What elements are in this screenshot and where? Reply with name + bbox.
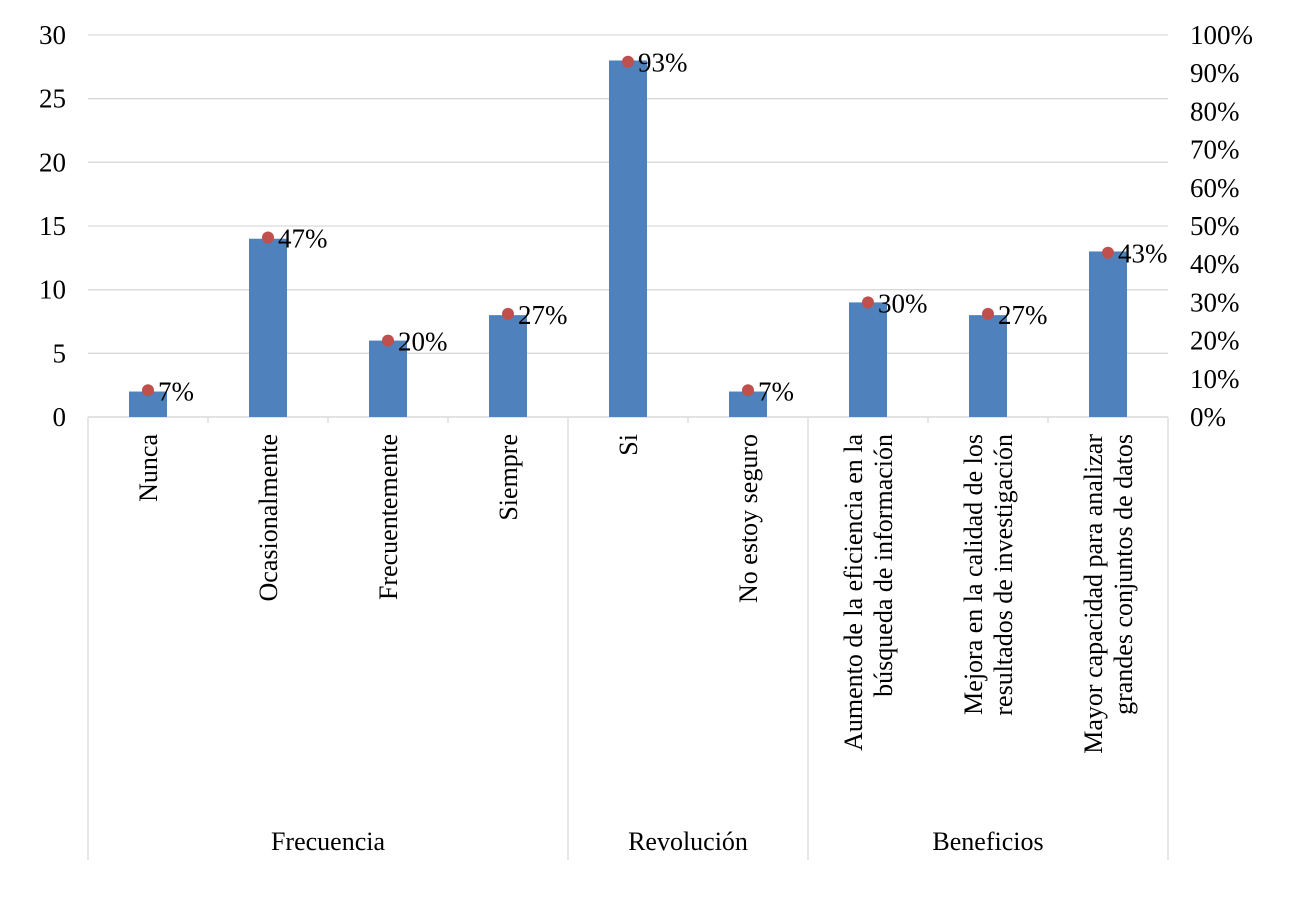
y-tick-label: 25 (39, 84, 66, 114)
y2-tick-label: 40% (1190, 249, 1240, 279)
category-label: Siempre (494, 434, 523, 521)
data-label: 27% (518, 300, 568, 330)
category-label: No estoy seguro (734, 434, 763, 603)
data-label: 27% (998, 300, 1048, 330)
bar (249, 238, 287, 417)
bar (489, 315, 527, 417)
marker-point (622, 55, 634, 68)
data-label: 20% (398, 327, 448, 357)
group-label: Beneficios (932, 827, 1043, 856)
y2-tick-label: 30% (1190, 287, 1240, 317)
y2-tick-label: 50% (1190, 211, 1240, 241)
bars (129, 60, 1127, 417)
marker-point (502, 307, 514, 320)
bar (369, 340, 407, 417)
category-dividers (87, 417, 1169, 860)
y-tick-label: 0 (53, 402, 67, 432)
category-label: Frecuentemente (374, 434, 403, 600)
data-label: 7% (158, 376, 194, 406)
data-label: 7% (758, 376, 794, 406)
marker-point (982, 307, 994, 320)
category-label: Ocasionalmente (254, 434, 283, 602)
category-label: Mayor capacidad para analizar (1079, 434, 1108, 754)
group-labels: Frecuencia Revolución Beneficios (271, 827, 1044, 856)
data-label: 30% (878, 288, 928, 318)
category-label: Aumento de la eficiencia en la (839, 434, 868, 751)
data-label: 47% (278, 223, 328, 253)
group-label: Revolución (628, 827, 748, 856)
markers (142, 55, 1114, 397)
group-label: Frecuencia (271, 827, 386, 856)
category-label: Mejora en la calidad de los (959, 434, 988, 715)
y2-tick-label: 20% (1190, 326, 1240, 356)
marker-point (1102, 246, 1114, 259)
marker-point (862, 296, 874, 309)
y-axis-left: 0 5 10 15 20 25 30 (39, 20, 66, 432)
y-axis-right: 0% 10% 20% 30% 40% 50% 60% 70% 80% 90% 100% (1190, 20, 1253, 432)
bar (1089, 251, 1127, 417)
y2-tick-label: 0% (1190, 402, 1226, 432)
y2-tick-label: 80% (1190, 96, 1240, 126)
data-labels: 7% 47% 20% 27% 93% 7% 30% 27% 43% (158, 48, 1168, 407)
category-labels: Nunca Ocasionalmente Frecuentemente Siempre… (134, 434, 1138, 754)
category-label: Si (614, 434, 643, 456)
data-label: 93% (638, 48, 688, 78)
category-label: grandes conjuntos de datos (1109, 434, 1138, 715)
category-label: Nunca (134, 434, 163, 502)
bar (969, 315, 1007, 417)
category-label: resultados de investigación (989, 434, 1018, 716)
marker-point (742, 384, 754, 397)
y-tick-label: 20 (39, 147, 66, 177)
y-tick-label: 15 (39, 211, 66, 241)
y-tick-label: 30 (39, 20, 66, 50)
marker-point (382, 334, 394, 347)
y2-tick-label: 10% (1190, 364, 1240, 394)
y-tick-label: 5 (53, 338, 67, 368)
data-label: 43% (1118, 239, 1168, 269)
marker-point (142, 384, 154, 397)
y2-tick-label: 100% (1190, 20, 1253, 50)
y-tick-label: 10 (39, 275, 66, 305)
bar (609, 60, 647, 417)
y2-tick-label: 60% (1190, 173, 1240, 203)
y2-tick-label: 70% (1190, 135, 1240, 165)
bar (849, 302, 887, 417)
marker-point (262, 231, 274, 244)
category-label: búsqueda de información (869, 434, 898, 697)
y2-tick-label: 90% (1190, 58, 1240, 88)
